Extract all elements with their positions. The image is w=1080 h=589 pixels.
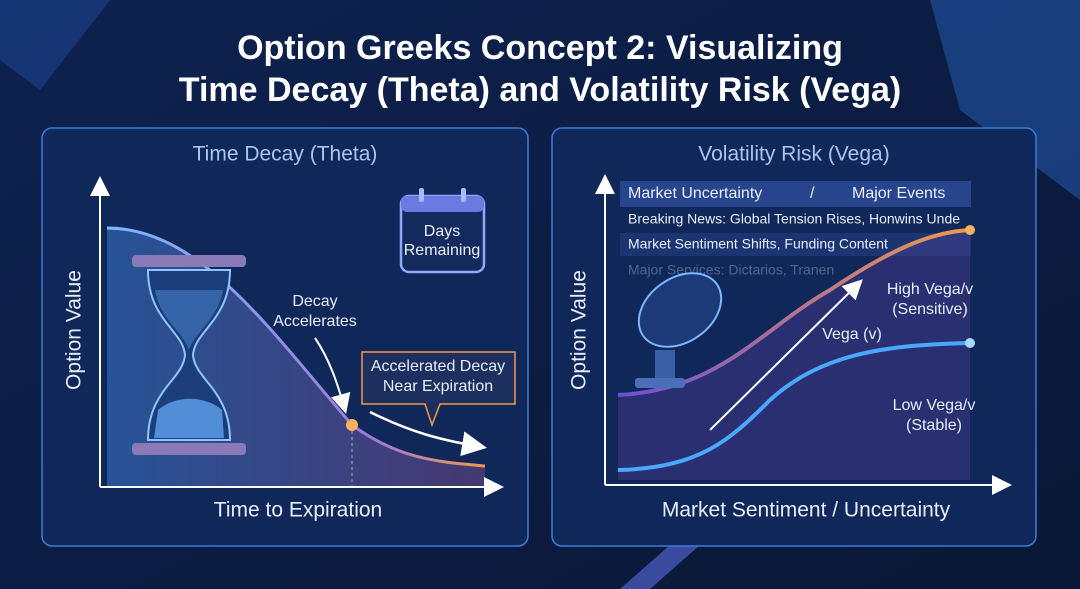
callout <box>361 351 516 428</box>
decor <box>620 545 700 589</box>
hourglass <box>132 255 246 455</box>
calendar <box>399 188 486 274</box>
annotation: Accelerates <box>273 313 357 330</box>
banner-text: Major Events <box>852 185 945 202</box>
axis-label: Option Value <box>568 270 591 390</box>
news-line: Breaking News: Global Tension Rises, Hon… <box>628 211 960 227</box>
marker <box>965 225 975 235</box>
callout-text: Accelerated Decay <box>371 358 505 375</box>
news-line: Market Sentiment Shifts, Funding Content <box>628 236 888 252</box>
decor <box>0 0 110 90</box>
banner-text: Market Uncertainty <box>628 185 762 202</box>
high-vega-curve <box>617 228 971 397</box>
satellite-dish <box>635 272 723 388</box>
arrow <box>314 337 351 414</box>
annotation: Vega (v) <box>822 326 882 343</box>
callout-text: Near Expiration <box>383 378 493 395</box>
annotation: High Vega/v <box>887 281 973 298</box>
annotation: (Sensitive) <box>892 301 968 318</box>
area <box>618 230 970 480</box>
decay-curve <box>106 226 486 468</box>
calendar-label: Remaining <box>404 242 480 259</box>
panel-title: Time Decay (Theta) <box>193 143 378 166</box>
decor <box>930 0 1080 200</box>
news-line: Major Services: Dictarios, Tranen <box>628 262 834 278</box>
panel <box>551 127 1037 547</box>
title: Option Greeks Concept 2: Visualizing <box>237 29 843 67</box>
calendar-label: Days <box>424 223 460 240</box>
arrow <box>369 410 487 457</box>
annotation: Low Vega/v <box>893 397 976 414</box>
banner <box>620 233 971 256</box>
banner <box>620 181 971 207</box>
separator: / <box>810 185 815 202</box>
marker <box>346 419 358 431</box>
annotation: Decay <box>292 293 337 310</box>
axis-label: Market Sentiment / Uncertainty <box>662 499 951 522</box>
axis-label: Time to Expiration <box>214 499 382 522</box>
low-vega-curve <box>617 341 971 472</box>
title: Time Decay (Theta) and Volatility Risk (… <box>179 71 901 109</box>
annotation: (Stable) <box>906 417 962 434</box>
arrow <box>709 279 863 431</box>
panel-title: Volatility Risk (Vega) <box>698 143 889 166</box>
axis-label: Option Value <box>63 270 86 390</box>
marker <box>965 338 975 348</box>
